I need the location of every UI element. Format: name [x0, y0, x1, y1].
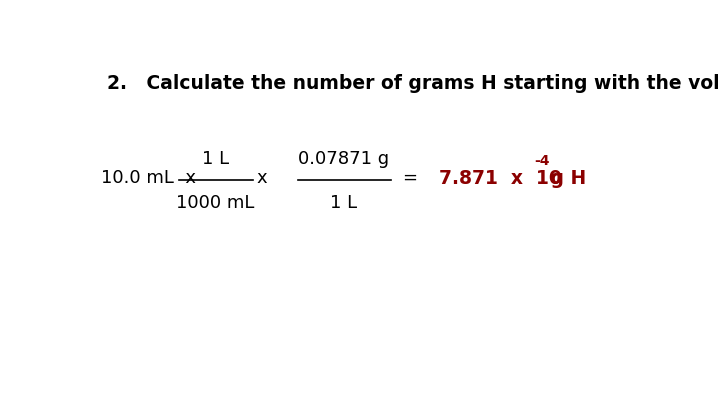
Text: -4: -4: [534, 154, 549, 168]
Text: x: x: [256, 169, 267, 187]
Text: =: =: [402, 169, 417, 187]
Text: 10.0 mL  x: 10.0 mL x: [101, 169, 196, 187]
Text: 2.   Calculate the number of grams H starting with the volume of H.: 2. Calculate the number of grams H start…: [107, 74, 720, 93]
Text: g H: g H: [544, 168, 587, 188]
Text: 1 L: 1 L: [330, 194, 357, 212]
Text: 0.07871 g: 0.07871 g: [298, 150, 390, 168]
Text: 7.871  x  10: 7.871 x 10: [438, 168, 562, 188]
Text: 1000 mL: 1000 mL: [176, 194, 255, 212]
Text: 1 L: 1 L: [202, 150, 229, 168]
